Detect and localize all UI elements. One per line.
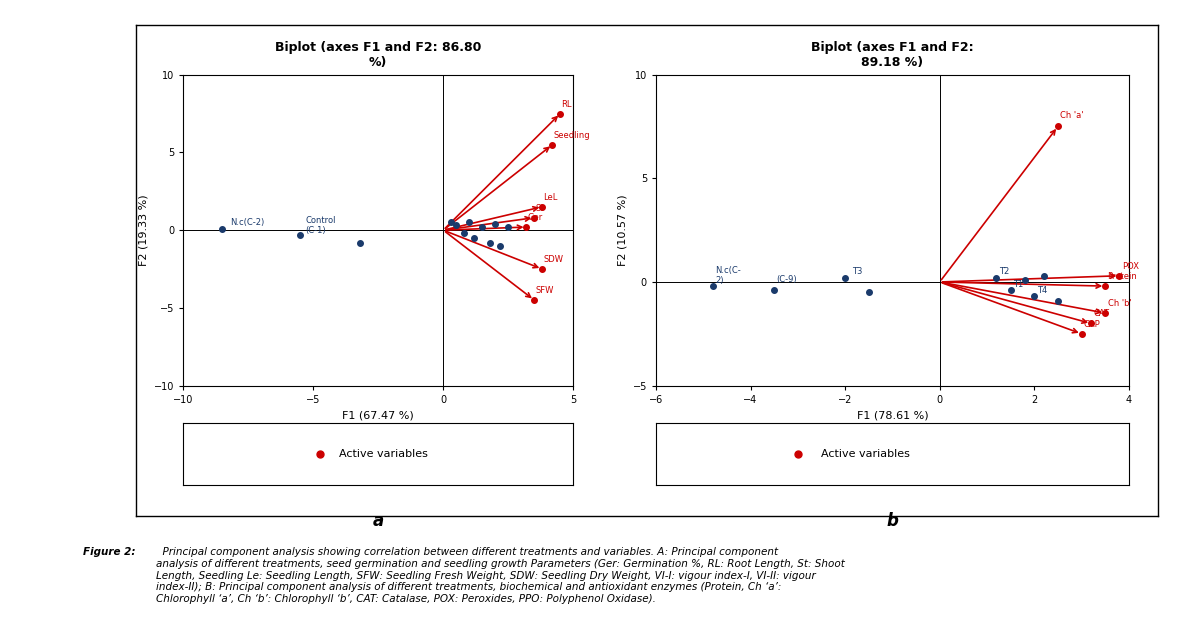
Text: T3: T3 xyxy=(852,267,863,276)
Text: N.c(C-2): N.c(C-2) xyxy=(230,218,265,227)
X-axis label: F1 (78.61 %): F1 (78.61 %) xyxy=(857,411,928,420)
Text: SDW: SDW xyxy=(544,256,564,264)
Text: N.c(C-
2): N.c(C- 2) xyxy=(715,266,741,285)
Text: Ch 'a': Ch 'a' xyxy=(1060,111,1084,120)
Text: Figure 2:: Figure 2: xyxy=(83,547,135,557)
Text: T2: T2 xyxy=(999,267,1009,276)
Text: LeL: LeL xyxy=(544,193,558,202)
Text: b: b xyxy=(886,511,898,529)
Text: T4: T4 xyxy=(1037,285,1047,295)
Y-axis label: F2 (19.33 %): F2 (19.33 %) xyxy=(138,194,148,266)
Text: Seedling: Seedling xyxy=(553,131,590,140)
Title: Biplot (axes F1 and F2: 86.80
%): Biplot (axes F1 and F2: 86.80 %) xyxy=(275,41,481,69)
Text: RL: RL xyxy=(561,100,572,109)
Text: POX: POX xyxy=(1122,262,1138,271)
Text: CAT: CAT xyxy=(1093,309,1110,318)
Text: CAP: CAP xyxy=(1084,320,1100,328)
Text: SFW: SFW xyxy=(535,287,554,295)
Title: Biplot (axes F1 and F2:
89.18 %): Biplot (axes F1 and F2: 89.18 %) xyxy=(811,41,974,69)
Text: T1: T1 xyxy=(1013,279,1024,289)
Text: Protein: Protein xyxy=(1108,272,1137,281)
Text: Active variables: Active variables xyxy=(339,449,428,459)
Text: Active variables: Active variables xyxy=(821,449,910,459)
Text: Principal component analysis showing correlation between different treatments an: Principal component analysis showing cor… xyxy=(156,547,845,604)
Text: (C-9): (C-9) xyxy=(777,276,797,284)
Text: Ch 'b': Ch 'b' xyxy=(1108,299,1131,308)
Y-axis label: F2 (10.57 %): F2 (10.57 %) xyxy=(617,194,628,266)
Text: St: St xyxy=(535,204,544,213)
X-axis label: F1 (67.47 %): F1 (67.47 %) xyxy=(343,411,414,420)
Text: Control
(C-1): Control (C-1) xyxy=(305,216,336,235)
Text: Ger: Ger xyxy=(527,213,543,223)
Text: a: a xyxy=(372,511,384,529)
